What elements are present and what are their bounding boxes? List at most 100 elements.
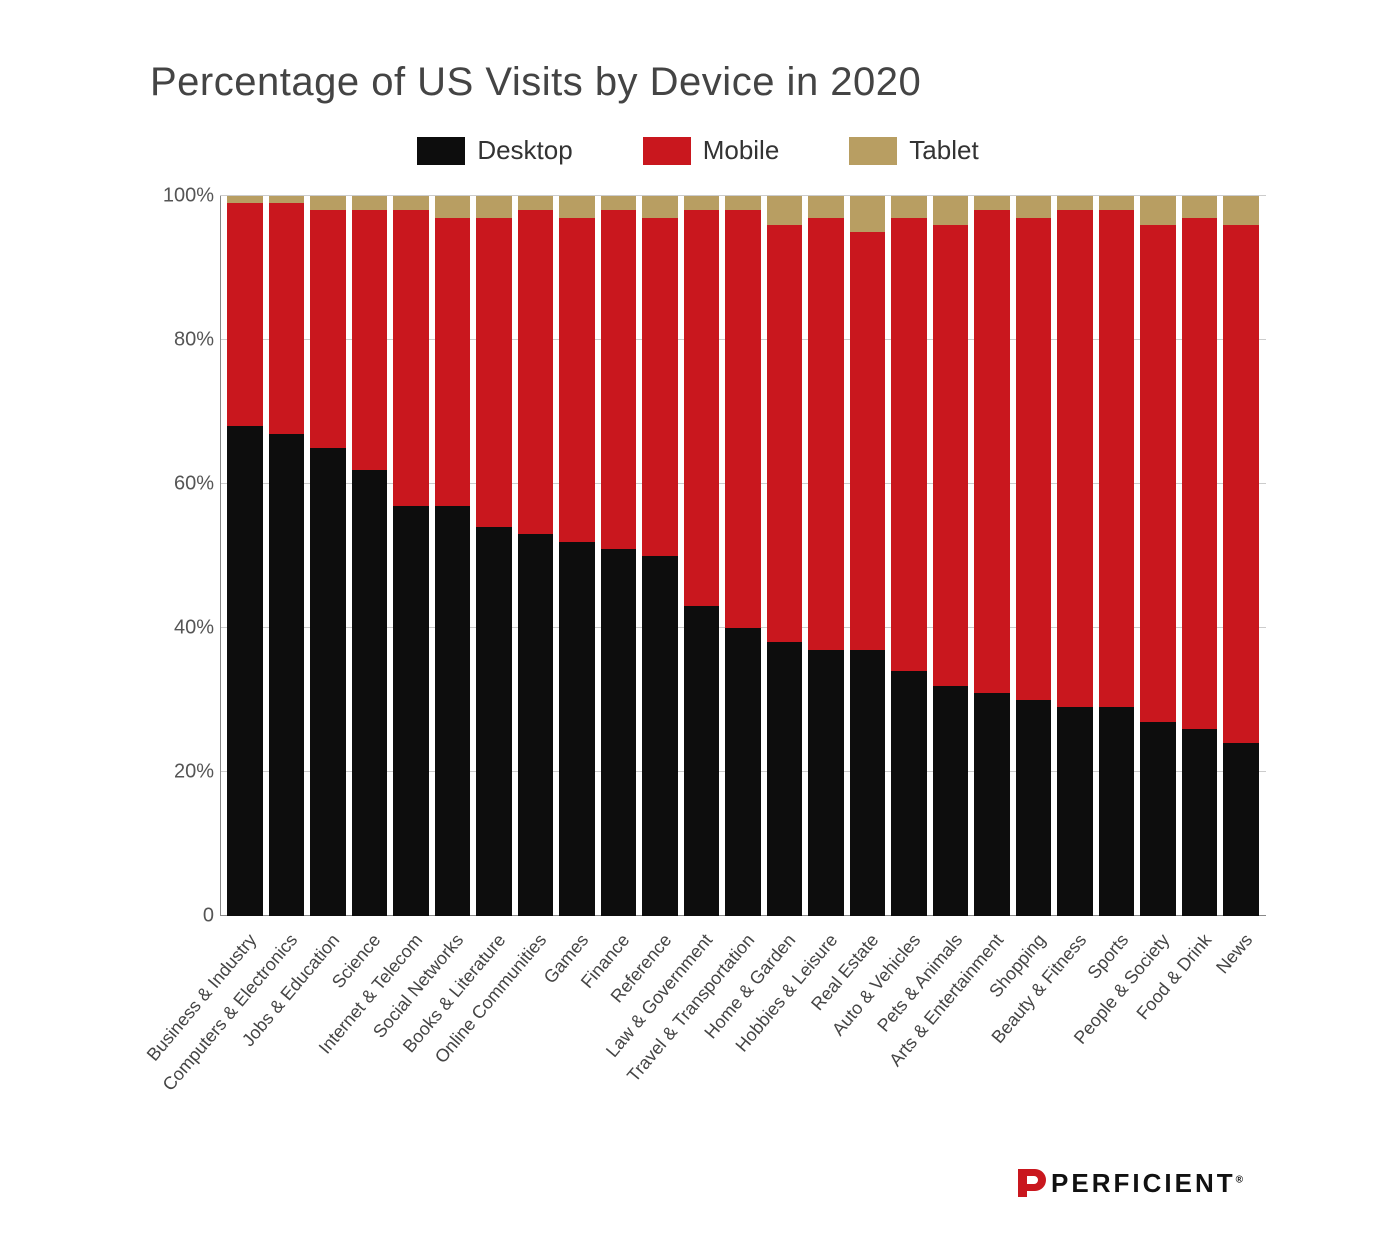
bar-segment-desktop [435, 506, 471, 916]
stacked-bar [601, 196, 637, 916]
brand-name: PERFICIENT [1051, 1168, 1236, 1198]
brand-mark-icon [1015, 1166, 1049, 1200]
stacked-bar [310, 196, 346, 916]
bar-segment-tablet [269, 196, 305, 203]
bar-column [598, 196, 640, 916]
bar-segment-desktop [518, 534, 554, 916]
bar-column [1054, 196, 1096, 916]
bar-segment-desktop [1182, 729, 1218, 916]
bar-segment-desktop [933, 686, 969, 916]
brand-text: PERFICIENT® [1051, 1168, 1246, 1199]
bar-segment-mobile [684, 210, 720, 606]
plot-area: 020%40%60%80%100% Business & IndustryCom… [150, 196, 1266, 916]
stacked-bar [974, 196, 1010, 916]
bar-column [1013, 196, 1055, 916]
bar-segment-tablet [850, 196, 886, 232]
legend-label-desktop: Desktop [477, 135, 572, 166]
bar-segment-desktop [974, 693, 1010, 916]
bar-segment-tablet [1182, 196, 1218, 218]
bar-segment-tablet [933, 196, 969, 225]
bar-segment-mobile [435, 218, 471, 506]
bar-segment-tablet [435, 196, 471, 218]
bar-segment-desktop [1223, 743, 1259, 916]
bar-column [847, 196, 889, 916]
stacked-bar [1223, 196, 1259, 916]
legend-item-mobile: Mobile [643, 135, 780, 166]
bar-segment-tablet [1016, 196, 1052, 218]
bar-column [1220, 196, 1262, 916]
y-tick: 0 [203, 905, 214, 928]
bar-segment-mobile [1016, 218, 1052, 700]
bar-column [556, 196, 598, 916]
bar-segment-mobile [642, 218, 678, 556]
bar-column [1096, 196, 1138, 916]
bar-column [307, 196, 349, 916]
bar-segment-mobile [393, 210, 429, 505]
bar-column [1179, 196, 1221, 916]
bar-segment-mobile [767, 225, 803, 643]
bar-segment-mobile [227, 203, 263, 426]
bar-column [266, 196, 308, 916]
brand-mark-path [1018, 1169, 1046, 1197]
bar-segment-tablet [476, 196, 512, 218]
bars-container [220, 196, 1266, 916]
bar-segment-mobile [476, 218, 512, 528]
y-tick: 100% [163, 185, 214, 208]
bar-column [764, 196, 806, 916]
stacked-bar [642, 196, 678, 916]
bar-segment-mobile [891, 218, 927, 672]
bar-segment-mobile [1182, 218, 1218, 729]
bar-segment-desktop [725, 628, 761, 916]
bar-segment-tablet [974, 196, 1010, 210]
bar-segment-desktop [476, 527, 512, 916]
bar-segment-desktop [808, 650, 844, 916]
bar-segment-desktop [1057, 707, 1093, 916]
bar-segment-tablet [518, 196, 554, 210]
bar-segment-desktop [684, 606, 720, 916]
stacked-bar [1099, 196, 1135, 916]
bar-segment-mobile [1140, 225, 1176, 722]
stacked-bar [808, 196, 844, 916]
legend: Desktop Mobile Tablet [120, 135, 1276, 166]
legend-item-desktop: Desktop [417, 135, 572, 166]
bar-column [1137, 196, 1179, 916]
y-tick: 20% [174, 761, 214, 784]
bar-segment-desktop [559, 542, 595, 916]
bar-segment-desktop [601, 549, 637, 916]
legend-swatch-desktop [417, 137, 465, 165]
bar-column [930, 196, 972, 916]
x-label: News [1212, 930, 1257, 978]
bar-column [805, 196, 847, 916]
legend-label-mobile: Mobile [703, 135, 780, 166]
bar-column [722, 196, 764, 916]
bar-column [473, 196, 515, 916]
bar-column [639, 196, 681, 916]
bar-column [432, 196, 474, 916]
legend-swatch-tablet [849, 137, 897, 165]
bar-segment-mobile [559, 218, 595, 542]
bar-segment-tablet [352, 196, 388, 210]
y-axis: 020%40%60%80%100% [150, 196, 220, 916]
bar-segment-tablet [725, 196, 761, 210]
bar-segment-tablet [891, 196, 927, 218]
bar-segment-tablet [559, 196, 595, 218]
legend-item-tablet: Tablet [849, 135, 978, 166]
bar-segment-mobile [1099, 210, 1135, 707]
y-tick: 80% [174, 329, 214, 352]
bar-segment-desktop [891, 671, 927, 916]
bar-segment-tablet [1140, 196, 1176, 225]
bar-segment-mobile [518, 210, 554, 534]
y-tick: 40% [174, 617, 214, 640]
bar-segment-mobile [1057, 210, 1093, 707]
bar-column [681, 196, 723, 916]
bar-segment-mobile [1223, 225, 1259, 743]
brand-logo: PERFICIENT® [1015, 1166, 1246, 1200]
bar-segment-mobile [808, 218, 844, 650]
stacked-bar [559, 196, 595, 916]
stacked-bar [891, 196, 927, 916]
stacked-bar [393, 196, 429, 916]
chart-frame: Percentage of US Visits by Device in 202… [0, 0, 1396, 1250]
legend-swatch-mobile [643, 137, 691, 165]
bar-segment-desktop [269, 434, 305, 916]
stacked-bar [435, 196, 471, 916]
